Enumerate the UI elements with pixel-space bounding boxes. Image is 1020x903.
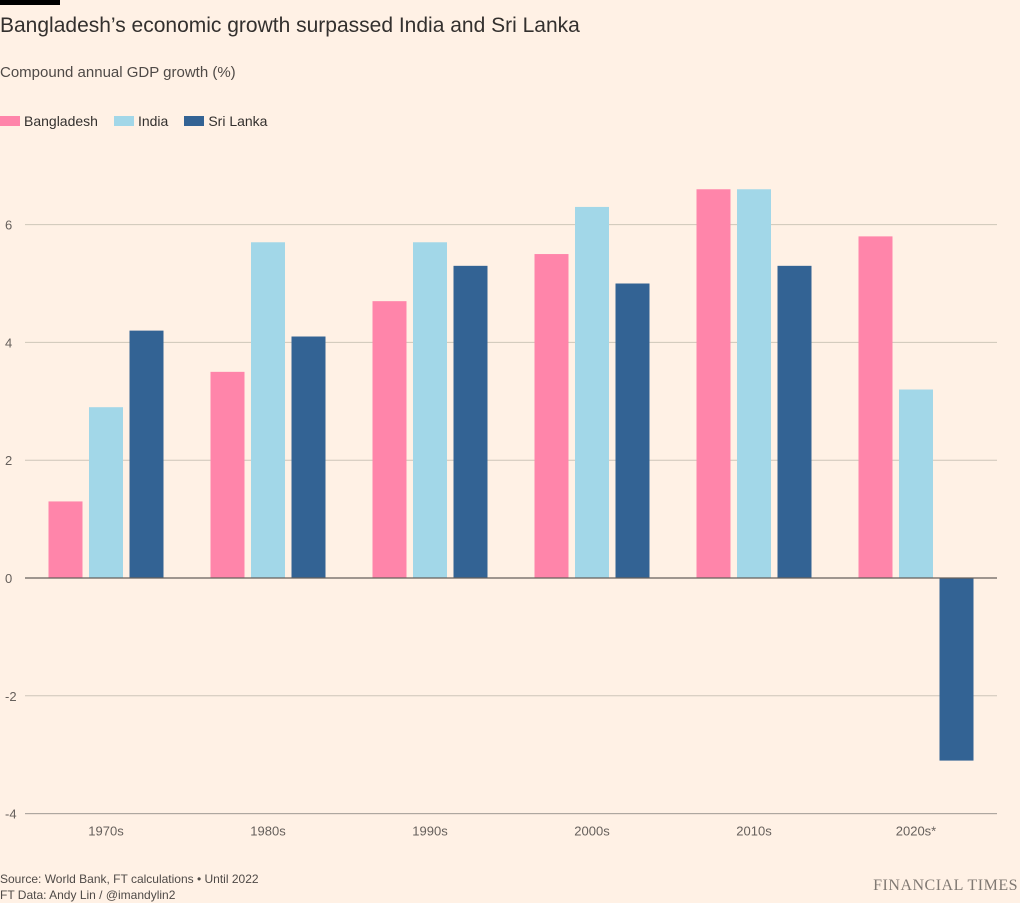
x-tick-label: 2010s <box>736 824 772 839</box>
x-tick-label: 1980s <box>250 824 286 839</box>
legend-label-bangladesh: Bangladesh <box>24 113 98 129</box>
x-tick-label: 2000s <box>574 824 610 839</box>
bar-india-1970s <box>89 407 123 578</box>
chart-title: Bangladesh’s economic growth surpassed I… <box>0 14 580 37</box>
x-tick-label: 2020s* <box>896 824 936 839</box>
ft-logo: FINANCIAL TIMES <box>873 877 1018 894</box>
x-tick-label: 1970s <box>88 824 124 839</box>
bar-sri-lanka-1980s <box>291 336 326 578</box>
bar-chart: -4 -2 0 2 4 6 1970s 1980s 1990s 2000s 2010s 2020s* <box>5 189 997 839</box>
legend-item-bangladesh: Bangladesh <box>0 113 98 129</box>
bar-sri-lanka-1990s <box>453 265 488 578</box>
bar-bangladesh-2010s <box>696 189 731 578</box>
bar-india-1990s <box>413 242 447 578</box>
bar-bangladesh-1980s <box>210 371 245 578</box>
credit-note: FT Data: Andy Lin / @imandylin2 <box>0 888 176 902</box>
brand-accent-bar <box>0 0 60 5</box>
legend-item-sri-lanka: Sri Lanka <box>184 113 267 129</box>
bar-bangladesh-1990s <box>372 301 407 578</box>
y-tick-label: 2 <box>5 453 12 468</box>
bar-sri-lanka-2020s <box>939 578 974 761</box>
legend-item-india: India <box>113 113 169 129</box>
legend-swatch-bangladesh <box>0 116 20 126</box>
y-tick-label: 4 <box>5 335 12 350</box>
bar-india-2000s <box>575 206 609 578</box>
legend-swatch-india <box>113 116 134 126</box>
bar-bangladesh-2020s <box>858 236 893 578</box>
legend-label-sri-lanka: Sri Lanka <box>208 113 268 129</box>
source-note: Source: World Bank, FT calculations • Un… <box>0 872 259 886</box>
chart-subtitle: Compound annual GDP growth (%) <box>0 64 236 81</box>
bar-india-2020s <box>899 389 933 578</box>
x-tick-label: 1990s <box>412 824 448 839</box>
legend-swatch-sri-lanka <box>184 116 205 126</box>
y-tick-label: 0 <box>5 571 12 586</box>
chart-legend: Bangladesh India Sri Lanka <box>0 113 283 129</box>
bar-sri-lanka-2010s <box>777 265 812 578</box>
legend-label-india: India <box>137 113 169 129</box>
y-tick-label: -2 <box>5 689 17 704</box>
bar-bangladesh-2000s <box>534 254 569 579</box>
y-tick-label: -4 <box>5 807 17 822</box>
chart-footer: Source: World Bank, FT calculations • Un… <box>0 871 259 903</box>
bar-india-1980s <box>251 242 285 578</box>
bar-sri-lanka-1970s <box>129 330 164 578</box>
bar-bangladesh-1970s <box>48 501 83 578</box>
bar-india-2010s <box>737 189 771 578</box>
bar-sri-lanka-2000s <box>615 283 650 578</box>
y-tick-label: 6 <box>5 218 12 233</box>
